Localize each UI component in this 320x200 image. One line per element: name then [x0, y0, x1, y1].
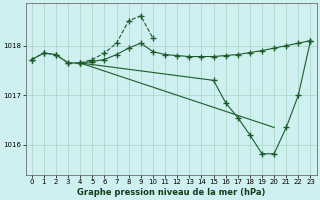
X-axis label: Graphe pression niveau de la mer (hPa): Graphe pression niveau de la mer (hPa) — [77, 188, 265, 197]
